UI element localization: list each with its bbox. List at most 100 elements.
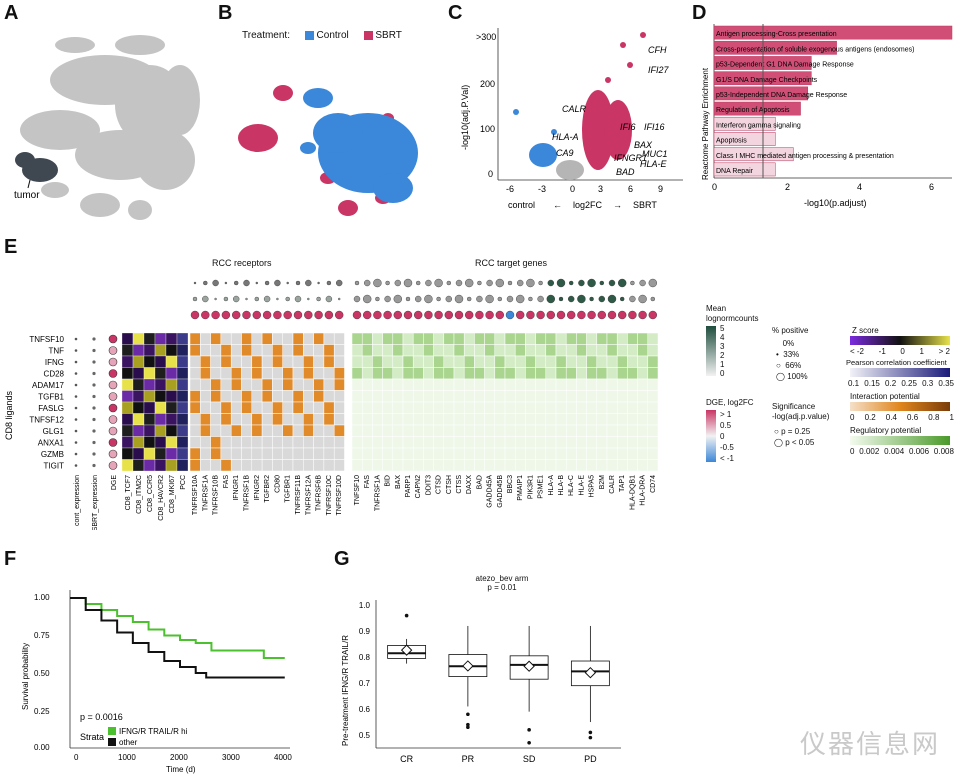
zscore-cell bbox=[165, 332, 178, 345]
interaction-cell bbox=[292, 424, 304, 437]
sbrt-dot bbox=[92, 394, 96, 399]
regulatory-cell bbox=[616, 332, 628, 345]
x-tick: 3 bbox=[598, 184, 603, 194]
zscore-cell bbox=[154, 459, 167, 472]
target-dot bbox=[405, 296, 411, 302]
regulatory-cell bbox=[484, 436, 496, 449]
interaction-cell bbox=[200, 332, 211, 345]
x-label-control: control bbox=[508, 200, 535, 210]
regulatory-cell bbox=[545, 447, 557, 460]
regulatory-cell bbox=[576, 355, 587, 368]
regulatory-cell bbox=[504, 401, 516, 414]
regulatory-cell bbox=[525, 390, 536, 403]
regulatory-cell bbox=[463, 413, 475, 426]
zscore-cell bbox=[176, 332, 189, 345]
target-dot bbox=[558, 296, 564, 302]
target-dot bbox=[639, 279, 646, 287]
zscore-cell bbox=[132, 332, 145, 345]
x-label-log2fc: log2FC bbox=[573, 200, 603, 210]
interaction-cell bbox=[189, 436, 201, 449]
regulatory-cell bbox=[412, 344, 424, 357]
column-label: TNFRSF1B bbox=[244, 475, 251, 512]
y-axis-label: Reactome Pathway Enrichment bbox=[701, 67, 710, 180]
legend-sig-items: ○ p = 0.25 ◯ p < 0.05 bbox=[774, 427, 815, 447]
legend-sbrt: SBRT bbox=[375, 30, 402, 41]
interaction-cell bbox=[292, 459, 304, 472]
regulatory-cell bbox=[443, 401, 455, 414]
regulatory-cell bbox=[361, 424, 373, 437]
receptor-dot bbox=[193, 281, 197, 285]
regulatory-cell bbox=[504, 378, 516, 391]
receptor-dot bbox=[316, 296, 321, 302]
regulatory-cell bbox=[463, 436, 475, 449]
interaction-cell bbox=[230, 367, 242, 380]
regulatory-cell bbox=[484, 390, 496, 403]
gene-label: IFI16 bbox=[644, 122, 665, 132]
column-label: TGFBR2 bbox=[264, 475, 271, 503]
interaction-cell bbox=[272, 378, 283, 391]
regulatory-cell bbox=[647, 436, 659, 449]
interaction-cell bbox=[241, 367, 253, 380]
interaction-cell bbox=[282, 413, 294, 426]
interaction-cell bbox=[230, 332, 242, 345]
interaction-cell bbox=[200, 401, 211, 414]
regulatory-cell bbox=[453, 344, 465, 357]
target-dot bbox=[516, 294, 525, 304]
zscore-cell bbox=[143, 355, 156, 368]
interaction-cell bbox=[200, 378, 211, 391]
regulatory-cell bbox=[576, 436, 587, 449]
regulatory-cell bbox=[423, 424, 434, 437]
target-dot bbox=[628, 310, 637, 320]
regulatory-cell bbox=[647, 332, 659, 345]
zscore-cell bbox=[154, 447, 167, 460]
column-label: CD8_ITM2C bbox=[136, 475, 143, 514]
panel-label-f: F bbox=[4, 548, 17, 570]
regulatory-cell bbox=[535, 378, 547, 391]
zscore-cell bbox=[143, 344, 156, 357]
receptor-dot bbox=[336, 279, 343, 287]
cont-dot bbox=[74, 464, 78, 467]
receptor-dot bbox=[335, 310, 344, 320]
interaction-cell bbox=[272, 355, 283, 368]
regulatory-cell bbox=[392, 401, 404, 414]
zscore-cell bbox=[143, 401, 156, 414]
regulatory-cell bbox=[535, 424, 547, 437]
regulatory-cell bbox=[616, 367, 628, 380]
pathway-bar bbox=[713, 101, 801, 116]
pathway-bar bbox=[713, 86, 809, 101]
target-dot bbox=[363, 310, 372, 320]
zscore-cell bbox=[121, 390, 134, 403]
interaction-cell bbox=[292, 447, 304, 460]
regulatory-cell bbox=[372, 459, 383, 472]
regulatory-cell bbox=[606, 355, 618, 368]
interaction-cell bbox=[251, 447, 263, 460]
regulatory-cell bbox=[565, 447, 577, 460]
legend-z-ticks: < -2 -1 0 1 > 2 bbox=[850, 347, 950, 356]
legend-regulatory-ticks: 0 0.002 0.004 0.006 0.008 bbox=[850, 447, 954, 456]
pathway-label: p53-Independent DNA Damage Response bbox=[716, 92, 847, 99]
y-tick: 0.9 bbox=[359, 627, 371, 636]
regulatory-cell bbox=[433, 436, 445, 449]
dge-dot bbox=[108, 369, 118, 378]
zscore-cell bbox=[132, 436, 145, 449]
interaction-cell bbox=[200, 459, 211, 472]
regulatory-cell bbox=[474, 378, 485, 391]
regulatory-cell bbox=[443, 447, 455, 460]
regulatory-cell bbox=[627, 424, 638, 437]
regulatory-cell bbox=[627, 390, 638, 403]
regulatory-cell bbox=[463, 390, 475, 403]
regulatory-cell bbox=[433, 378, 445, 391]
zscore-cell bbox=[165, 436, 178, 449]
pathway-bar bbox=[713, 40, 837, 55]
ligand-label: GZMB bbox=[41, 450, 64, 459]
interaction-cell bbox=[323, 447, 335, 460]
receptor-dot bbox=[255, 281, 258, 285]
target-dot bbox=[506, 295, 514, 303]
regulatory-cell bbox=[514, 447, 526, 460]
interaction-cell bbox=[189, 413, 201, 426]
receptor-dot bbox=[293, 310, 303, 320]
regulatory-cell bbox=[402, 344, 414, 357]
regulatory-cell bbox=[514, 332, 526, 345]
regulatory-cell bbox=[372, 332, 383, 345]
regulatory-cell bbox=[433, 390, 445, 403]
